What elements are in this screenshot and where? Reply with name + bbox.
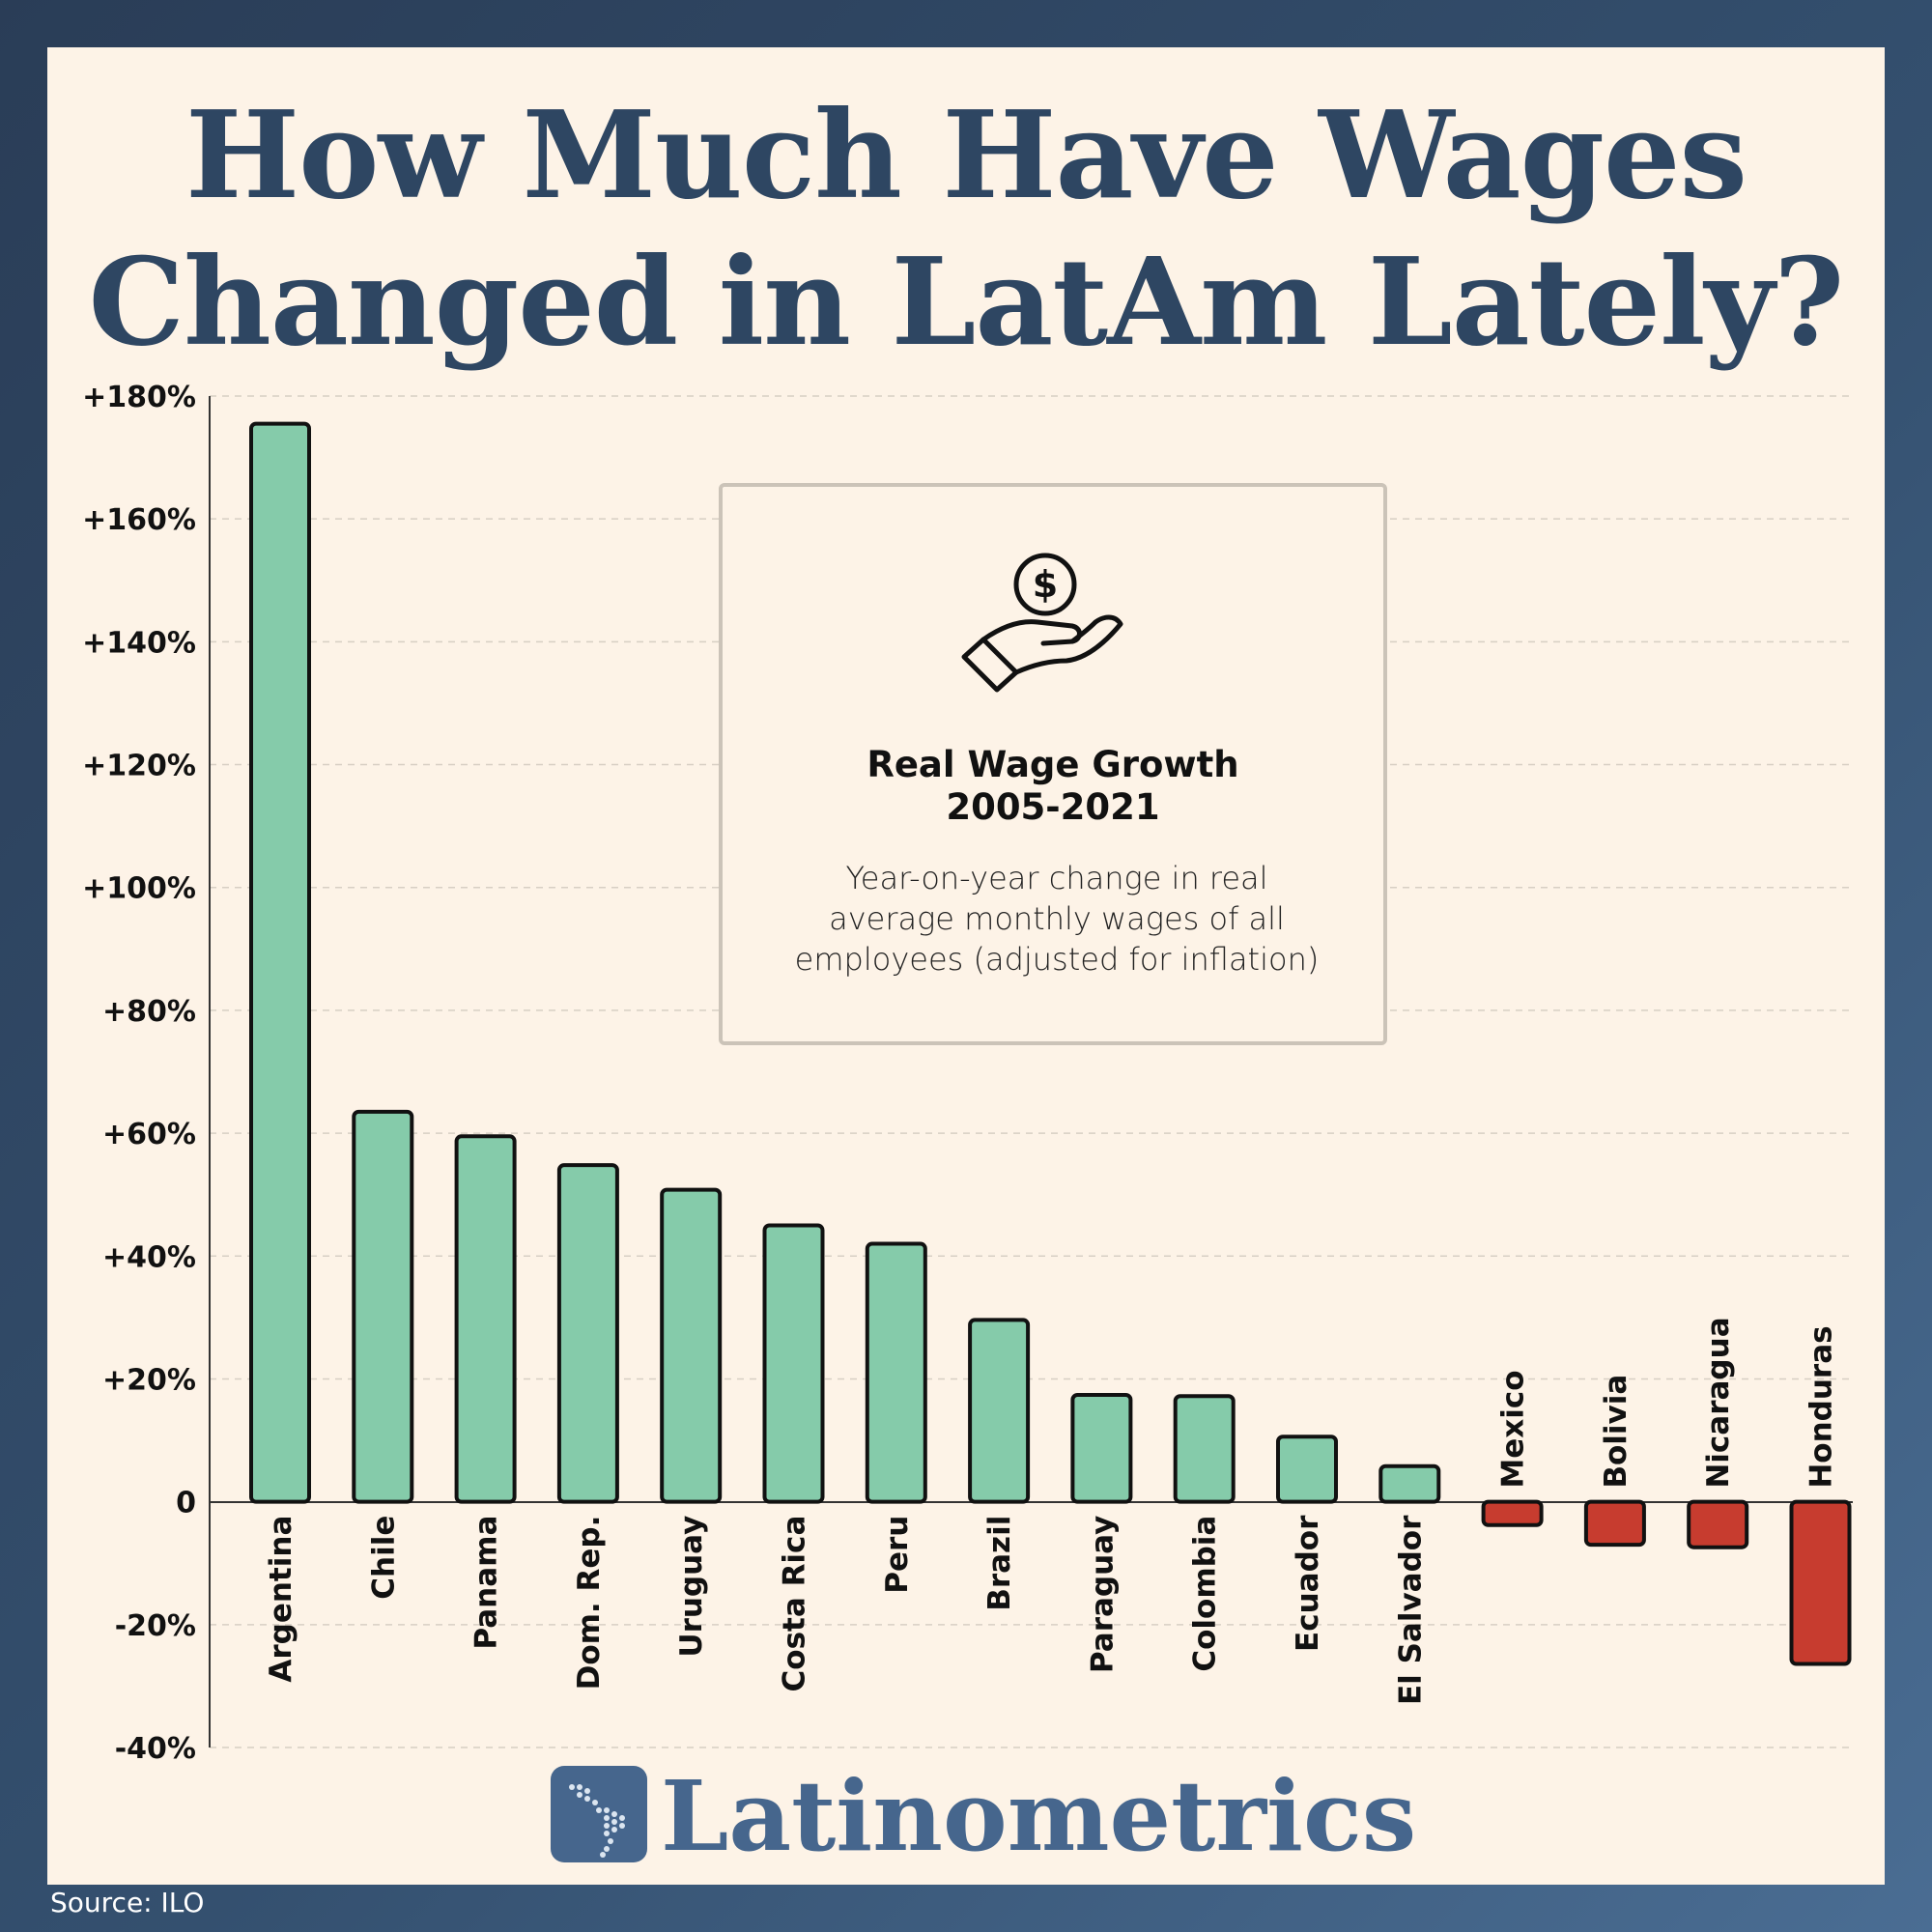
- category-label: Argentina: [264, 1516, 298, 1683]
- y-tick-label: +80%: [102, 995, 196, 1029]
- y-tick-label: -20%: [115, 1609, 196, 1643]
- bar-mexico: [1481, 1499, 1544, 1527]
- y-tick-label: 0: [176, 1487, 196, 1520]
- info-box: $ Real Wage Growth 2005-2021 Year-on-yea…: [719, 483, 1387, 1045]
- category-label: Uruguay: [674, 1516, 709, 1658]
- bar-ecuador: [1276, 1435, 1338, 1504]
- info-description-line-3: employees (adjusted for inflation): [794, 941, 1320, 978]
- bar-brazil: [968, 1318, 1031, 1504]
- bar-bolivia: [1583, 1499, 1646, 1548]
- bars: [249, 421, 1852, 1666]
- svg-text:$: $: [1033, 563, 1058, 606]
- y-tick-labels: +180% +160% +140% +120% +100% +80% +60% +40% +20…: [82, 381, 196, 1766]
- bar-uruguay: [660, 1187, 723, 1504]
- y-tick-label: +20%: [102, 1363, 196, 1397]
- y-tick-label: +120%: [82, 750, 196, 783]
- category-label: Bolivia: [1599, 1375, 1634, 1489]
- title-line-1: How Much Have Wages: [185, 85, 1747, 226]
- title-line-2: Changed in LatAm Lately?: [88, 232, 1845, 373]
- info-description-line-2: average monthly wages of all: [829, 900, 1285, 937]
- info-description-line-1: Year-on-year change in real: [845, 860, 1268, 896]
- dollar-coin-hand-icon: $: [961, 553, 1123, 693]
- bar-chile: [352, 1109, 414, 1504]
- y-tick-label: +40%: [102, 1240, 196, 1274]
- info-heading-line-1: Real Wage Growth: [867, 744, 1239, 785]
- category-label: Peru: [880, 1516, 915, 1594]
- info-description: Year-on-year change in real average mont…: [752, 858, 1362, 980]
- category-label: Brazil: [982, 1516, 1017, 1611]
- info-heading: Real Wage Growth 2005-2021: [723, 744, 1383, 829]
- category-label: Dom. Rep.: [572, 1516, 607, 1690]
- bar-panama: [454, 1134, 517, 1504]
- brand-name: Latinometrics: [661, 1759, 1417, 1873]
- bar-dom-rep: [556, 1163, 619, 1504]
- bar-argentina: [249, 421, 311, 1504]
- y-tick-label: +140%: [82, 626, 196, 660]
- page-title: How Much Have Wages Changed in LatAm Lat…: [0, 82, 1932, 376]
- category-label: Colombia: [1188, 1516, 1223, 1672]
- bar-peru: [865, 1241, 927, 1504]
- y-tick-label: -40%: [115, 1732, 196, 1766]
- bar-honduras: [1789, 1499, 1852, 1666]
- category-label: Ecuador: [1291, 1515, 1325, 1652]
- info-heading-line-2: 2005-2021: [946, 786, 1160, 828]
- category-label: Nicaragua: [1701, 1317, 1736, 1488]
- category-label: Paraguay: [1085, 1516, 1120, 1673]
- y-tick-label: +100%: [82, 872, 196, 906]
- category-label: Costa Rica: [778, 1516, 812, 1692]
- bar-paraguay: [1070, 1392, 1133, 1504]
- latin-america-map-icon: [551, 1766, 647, 1862]
- category-label: El Salvador: [1393, 1515, 1428, 1705]
- category-labels: Argentina Chile Panama Dom. Rep. Uruguay Cost…: [264, 1317, 1839, 1705]
- bar-nicaragua: [1687, 1499, 1749, 1549]
- category-label: Mexico: [1496, 1370, 1531, 1488]
- source-note: Source: ILO: [50, 1887, 205, 1918]
- bar-colombia: [1173, 1394, 1236, 1504]
- bar-costa-rica: [762, 1223, 825, 1504]
- category-label: Honduras: [1804, 1325, 1839, 1488]
- y-tick-label: +60%: [102, 1118, 196, 1151]
- y-tick-label: +180%: [82, 381, 196, 414]
- y-tick-label: +160%: [82, 503, 196, 537]
- category-label: Chile: [366, 1516, 401, 1600]
- category-label: Panama: [469, 1516, 504, 1650]
- bar-el-salvador: [1378, 1463, 1441, 1504]
